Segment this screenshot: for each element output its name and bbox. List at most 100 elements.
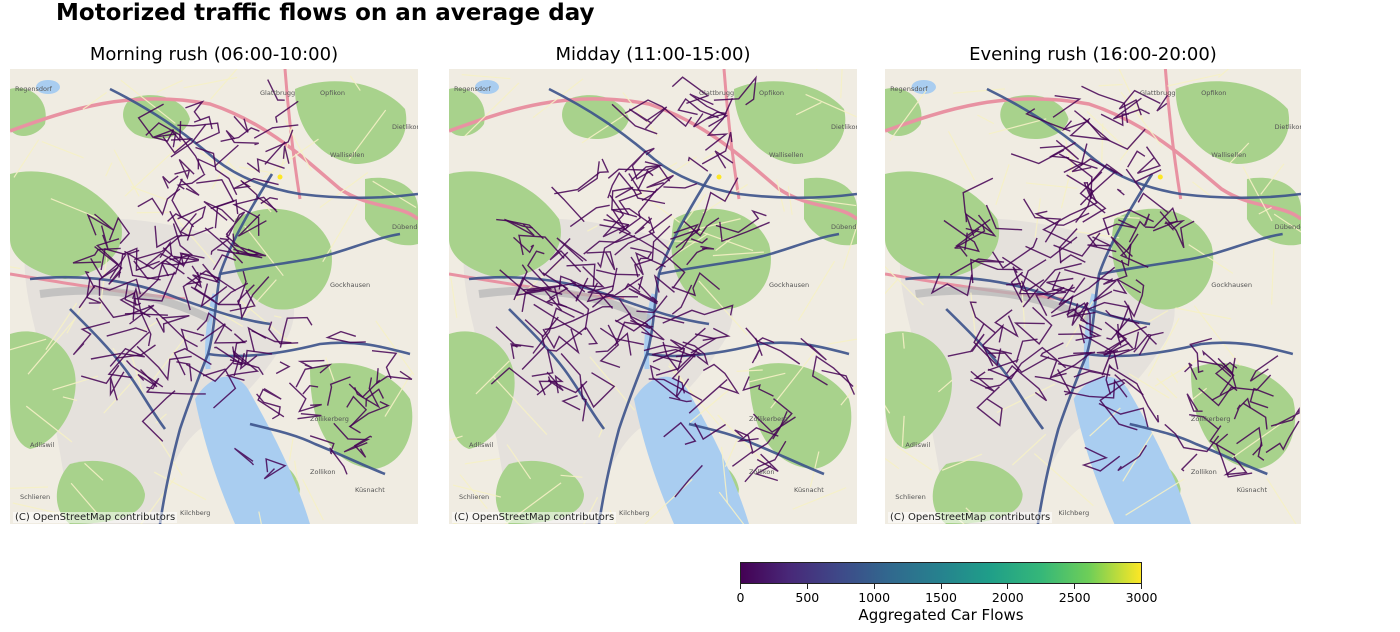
flow-segment [988, 352, 1050, 374]
flow-segment [249, 422, 386, 476]
street [62, 396, 78, 401]
flow-segment [375, 368, 413, 385]
map-panel-evening[interactable]: Regensdorf Glattbrugg Opfikon Wallisellen Dü… [885, 69, 1301, 524]
flow-segment [930, 273, 973, 297]
flow-segment [586, 282, 614, 303]
street [10, 486, 49, 489]
flow-segment [607, 161, 663, 179]
street [210, 69, 238, 100]
colorbar [740, 562, 1142, 584]
place-label: Adliswil [905, 441, 930, 449]
street [70, 482, 98, 514]
flow-segment [137, 188, 181, 216]
flow-segment [1180, 453, 1198, 472]
map-svg-evening: Regensdorf Glattbrugg Opfikon Wallisellen Dü… [885, 69, 1301, 524]
motorway [885, 97, 1301, 221]
flow-segment [365, 388, 385, 407]
flow-segment [217, 282, 249, 306]
flow-segment [538, 251, 569, 277]
flow-segment [171, 178, 183, 219]
street [464, 82, 520, 137]
place-label: Adliswil [469, 441, 494, 449]
flow-segment [1117, 323, 1147, 339]
lake-zurich [1073, 376, 1191, 524]
map-panel-morning[interactable]: Regensdorf Glattbrugg Opfikon Wallisellen Dü… [10, 69, 418, 524]
flow-segment [577, 161, 600, 193]
flow-segment [1096, 349, 1130, 356]
flow-segment [225, 130, 259, 146]
flow-segment [1144, 206, 1179, 232]
flow-segment [583, 235, 636, 255]
flow-segment [200, 323, 247, 344]
flow-segment [542, 272, 569, 300]
map-svg-morning: Regensdorf Glattbrugg Opfikon Wallisellen Dü… [10, 69, 418, 524]
panel-title-morning: Morning rush (06:00-10:00) [89, 44, 339, 65]
flow-segment [136, 345, 192, 382]
flow-segment [1066, 302, 1096, 337]
street [449, 435, 463, 442]
flow-segment [153, 129, 177, 148]
flow-segment [1019, 273, 1065, 300]
flow-segment [1020, 280, 1039, 308]
street [284, 120, 312, 172]
street [136, 211, 171, 214]
rail-yard [39, 286, 212, 323]
lake-zurich [195, 376, 310, 524]
flow-segment [1050, 294, 1074, 317]
flow-segment [689, 93, 729, 128]
colorbar-tick [740, 584, 741, 589]
flow-segment [234, 447, 255, 466]
flow-hotspot [277, 174, 283, 180]
street [294, 460, 298, 481]
flow-segment [176, 173, 206, 190]
pond [475, 80, 499, 94]
street [450, 276, 458, 319]
flow-segment [962, 177, 994, 237]
street [712, 251, 764, 257]
map-attribution: (C) OpenStreetMap contributors [13, 512, 178, 523]
flow-segment [72, 247, 121, 264]
flow-segment [1106, 317, 1131, 341]
flow-segment [1025, 236, 1078, 259]
flow-segment [490, 367, 540, 393]
flow-segment [1053, 232, 1101, 257]
flow-segment [744, 440, 787, 483]
flow-segment [1211, 357, 1237, 401]
place-label: Glattbrugg [1140, 89, 1176, 97]
flow-segment [177, 205, 207, 241]
flow-segment [173, 347, 212, 376]
flow-segment [1075, 323, 1102, 344]
forest-area [10, 331, 76, 449]
flow-segment [669, 327, 706, 358]
place-label: Wallisellen [1211, 151, 1246, 159]
street [203, 302, 244, 327]
street [938, 379, 953, 393]
street [1154, 356, 1202, 387]
flow-segment [348, 400, 390, 434]
flow-segment [1066, 174, 1095, 206]
flow-segment [353, 435, 373, 458]
flow-segment [212, 254, 237, 271]
flow-segment [745, 327, 801, 365]
street [199, 151, 244, 185]
place-label: Dübendorf [1274, 223, 1301, 231]
colorbar-tick-label: 3000 [1125, 590, 1158, 605]
flow-segment [203, 200, 235, 223]
street [532, 78, 584, 119]
flow-segment [510, 344, 522, 360]
flow-segment [233, 115, 249, 133]
colorbar-tick [1141, 584, 1142, 589]
forest-area [885, 171, 1000, 279]
motorway [722, 69, 741, 200]
street [805, 93, 857, 118]
flow-segment [1249, 355, 1279, 382]
street [130, 185, 169, 201]
colorbar-tick [873, 584, 875, 589]
street [1125, 478, 1185, 516]
map-panel-midday[interactable]: Regensdorf Glattbrugg Opfikon Wallisellen Dü… [449, 69, 857, 524]
place-labels: Regensdorf Glattbrugg Opfikon Wallisellen Dü… [454, 85, 857, 517]
flow-segment [233, 349, 273, 365]
flow-segment [1039, 139, 1080, 160]
flow-segment [1118, 89, 1161, 116]
flow-segment [264, 141, 286, 165]
